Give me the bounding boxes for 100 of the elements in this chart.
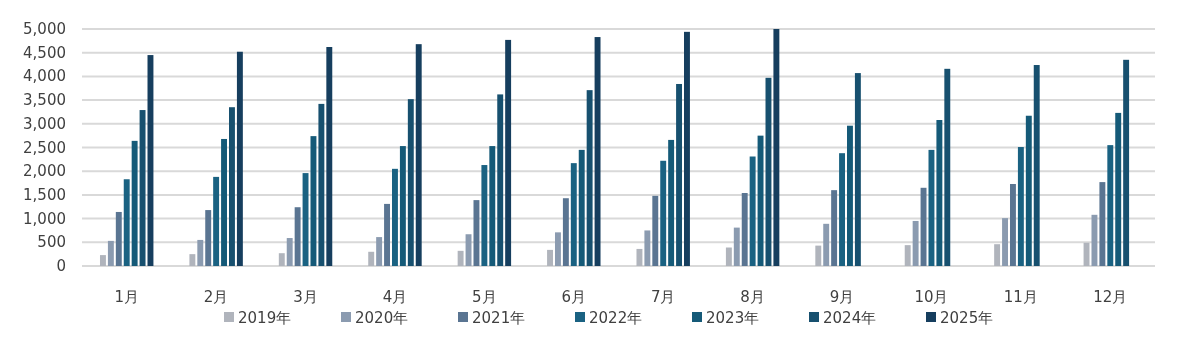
bar [1025,115,1032,266]
x-tick-label: 8月 [740,288,765,306]
bar [815,245,822,266]
bar [684,31,690,266]
bar [1010,184,1016,266]
bar [286,238,293,266]
bar [725,247,732,266]
bar [399,146,406,266]
bar [294,207,301,266]
bar [1115,112,1122,266]
bar [489,146,496,266]
legend-label: 2023年 [706,309,760,327]
x-tick-label: 11月 [1003,288,1038,306]
bar [912,220,919,266]
bar [115,211,122,266]
legend-label: 2020年 [355,309,409,327]
bar [1017,147,1024,266]
bar [376,237,383,266]
bar [944,68,951,266]
bar [928,149,935,266]
bar [197,239,204,266]
bar [236,51,243,266]
x-tick-label: 2月 [203,288,229,306]
y-tick-label: 0 [56,257,66,275]
x-tick-label: 5月 [472,288,497,306]
y-tick-label: 2,500 [23,138,66,157]
x-tick-label: 7月 [650,288,676,306]
x-tick-label: 1月 [114,288,139,306]
bar [229,107,235,266]
bar [644,230,651,266]
x-tick-label: 10月 [914,288,949,306]
bar [1123,59,1130,266]
bar [586,90,593,266]
y-tick-label: 3,500 [23,91,66,110]
bar [570,163,577,266]
bar [936,120,943,266]
bar [594,37,601,266]
bar [415,44,422,266]
y-tick-label: 5,000 [23,20,66,38]
x-tick-label: 9月 [829,288,855,306]
x-tick-label: 3月 [293,288,318,306]
bar [839,153,845,266]
bar [392,168,398,266]
bar [368,251,375,266]
bar [189,254,196,266]
bar [660,160,667,266]
y-tick-label: 1,500 [23,185,66,204]
bar [123,179,130,266]
bar [1099,182,1106,266]
bar [205,210,212,266]
bar [1033,65,1040,266]
y-tick-label: 4,500 [23,43,66,62]
bar [749,156,756,266]
bar [278,253,285,266]
bar [773,29,780,266]
bar [213,176,220,266]
bar [221,138,227,266]
bar [139,110,146,266]
bar [302,173,309,266]
y-tick-label: 2,000 [23,162,66,181]
bar [741,193,748,266]
bar [107,240,114,266]
bar [1002,218,1008,266]
bar [407,99,414,266]
bar [994,244,1001,266]
bar [497,94,504,266]
x-tick-label: 4月 [382,288,408,306]
bar [326,47,333,266]
x-tick-label: 6月 [561,288,587,306]
bar [554,232,561,266]
bar [1107,145,1114,266]
bar [854,73,861,266]
bar [733,227,740,266]
y-tick-label: 4,000 [23,67,66,86]
bar [547,249,553,266]
legend-label: 2019年 [238,309,292,327]
bar [652,195,659,266]
bar [131,140,138,266]
bar [473,200,480,266]
bar [562,198,569,266]
bar [831,190,838,266]
y-tick-label: 1,000 [23,209,66,228]
bar [757,135,764,266]
bar [676,83,683,266]
bar [823,223,830,266]
legend-label: 2024年 [823,309,877,327]
legend-label: 2025年 [940,309,994,327]
bar [904,245,911,266]
bar [505,39,512,266]
bar [636,248,643,266]
y-tick-label: 3,000 [23,114,66,133]
bar [481,165,488,266]
bar [578,149,585,266]
bar [99,255,106,266]
bar [668,139,675,266]
bar [847,125,853,266]
bar [384,203,390,266]
y-tick-label: 500 [37,233,66,252]
legend-label: 2021年 [472,309,526,327]
x-tick-label: 12月 [1093,288,1128,306]
